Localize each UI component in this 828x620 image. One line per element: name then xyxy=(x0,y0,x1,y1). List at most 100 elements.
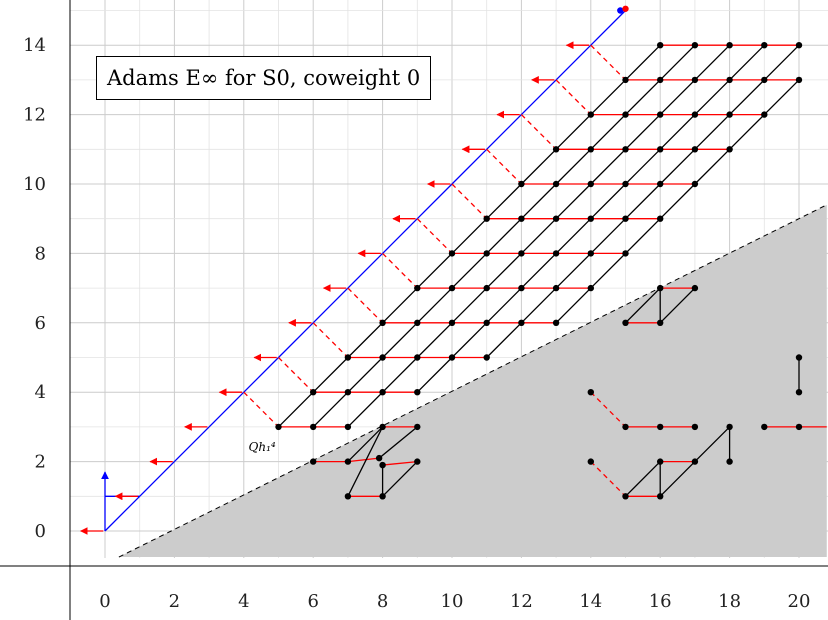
y-tick-label: 10 xyxy=(23,174,46,195)
h1-line xyxy=(625,183,661,220)
y-tick-label: 4 xyxy=(35,382,46,403)
h1-line xyxy=(625,461,661,497)
h1-line-blue xyxy=(486,114,522,150)
h1-line-blue xyxy=(104,495,141,532)
x-tick-label: 14 xyxy=(579,591,602,612)
h1-line xyxy=(278,391,314,428)
h1-line xyxy=(659,44,696,81)
dashed-differential xyxy=(278,357,314,393)
h1-line xyxy=(416,322,453,358)
h1-line xyxy=(659,461,696,497)
lattice-dot xyxy=(483,284,490,292)
h1-line xyxy=(694,426,731,463)
lattice-dot xyxy=(691,111,699,118)
extra-dot xyxy=(617,7,624,14)
lattice-dot xyxy=(726,146,733,153)
dashed-differential xyxy=(555,79,592,116)
x-tick-label: 12 xyxy=(510,591,533,612)
lattice-dot xyxy=(310,423,317,431)
lattice-dot xyxy=(379,389,386,396)
h1-line xyxy=(590,218,626,254)
dashed-differential xyxy=(520,114,557,150)
lattice-dot xyxy=(518,250,525,257)
lattice-dot xyxy=(552,180,560,188)
point-layer xyxy=(275,5,803,500)
y-tick-label: 14 xyxy=(23,35,46,56)
lattice-dot xyxy=(587,111,594,118)
x-tick-label: 2 xyxy=(169,591,180,612)
h1-line xyxy=(416,287,453,324)
h1-line xyxy=(486,183,522,220)
lattice-dot xyxy=(587,215,594,222)
lattice-dot xyxy=(622,111,629,118)
lattice-dot xyxy=(448,250,456,257)
h1-line xyxy=(625,287,661,324)
lattice-dot xyxy=(622,215,629,222)
lattice-dot xyxy=(518,215,525,222)
class-dot xyxy=(375,454,383,462)
y-tick-label: 0 xyxy=(35,521,46,542)
lattice-dot xyxy=(726,42,733,49)
class-dot xyxy=(657,423,664,431)
x-tick-label: 8 xyxy=(377,591,388,612)
class-dot xyxy=(691,284,699,292)
h1-line-blue xyxy=(382,218,418,254)
lattice-dot xyxy=(344,389,352,396)
h1-line xyxy=(555,218,592,254)
h1-line xyxy=(763,79,800,116)
class-dot xyxy=(344,493,352,500)
dashed-differential xyxy=(590,391,626,428)
h1-line xyxy=(486,287,522,324)
lattice-dot xyxy=(379,354,386,361)
class-dot xyxy=(691,423,699,431)
h1-line xyxy=(451,322,488,358)
h1-line xyxy=(520,148,557,185)
h1-line-blue xyxy=(173,426,210,463)
h1-line xyxy=(659,79,696,116)
lattice-dot xyxy=(448,354,456,361)
h1-line xyxy=(625,44,661,81)
class-dot xyxy=(379,423,386,431)
class-dot xyxy=(657,319,664,326)
lattice-dot xyxy=(552,250,560,257)
h1-line xyxy=(520,218,557,254)
class-dot xyxy=(795,423,803,431)
h1-line xyxy=(590,252,626,289)
lattice-dot xyxy=(657,215,664,222)
chart-title: Adams E∞ for S0, coweight 0 xyxy=(96,56,432,100)
lattice-dot xyxy=(483,250,490,257)
dashed-differential xyxy=(590,461,626,497)
h-differential xyxy=(382,460,418,466)
class-dot xyxy=(657,493,664,500)
lattice-dot xyxy=(691,42,699,49)
lattice-dot xyxy=(518,180,525,188)
lattice-dot xyxy=(518,319,525,326)
h1-line xyxy=(486,252,522,289)
h1-line xyxy=(555,252,592,289)
h1-line xyxy=(590,183,626,220)
lattice-dot xyxy=(414,354,421,361)
h1-line xyxy=(312,391,349,428)
shade-layer xyxy=(118,204,827,558)
class-dot xyxy=(414,423,421,431)
h1-line xyxy=(625,148,661,185)
lattice-dot xyxy=(587,146,594,153)
h1-line xyxy=(729,114,765,150)
h1-line xyxy=(625,79,661,116)
lattice-dot xyxy=(795,76,803,84)
x-tick-label: 6 xyxy=(307,591,318,612)
class-dot xyxy=(795,389,803,396)
class-dot xyxy=(379,461,386,469)
lattice-dot xyxy=(552,284,560,292)
lattice-dot xyxy=(552,319,560,326)
h1-line xyxy=(555,114,592,150)
h1-line xyxy=(520,252,557,289)
class-dot xyxy=(726,458,733,465)
vanishing-line xyxy=(118,204,827,558)
h1-line xyxy=(590,79,626,116)
h1-line-blue xyxy=(451,148,488,185)
h1-line xyxy=(347,322,384,358)
h1-line xyxy=(694,148,731,185)
lattice-dot xyxy=(310,389,317,396)
